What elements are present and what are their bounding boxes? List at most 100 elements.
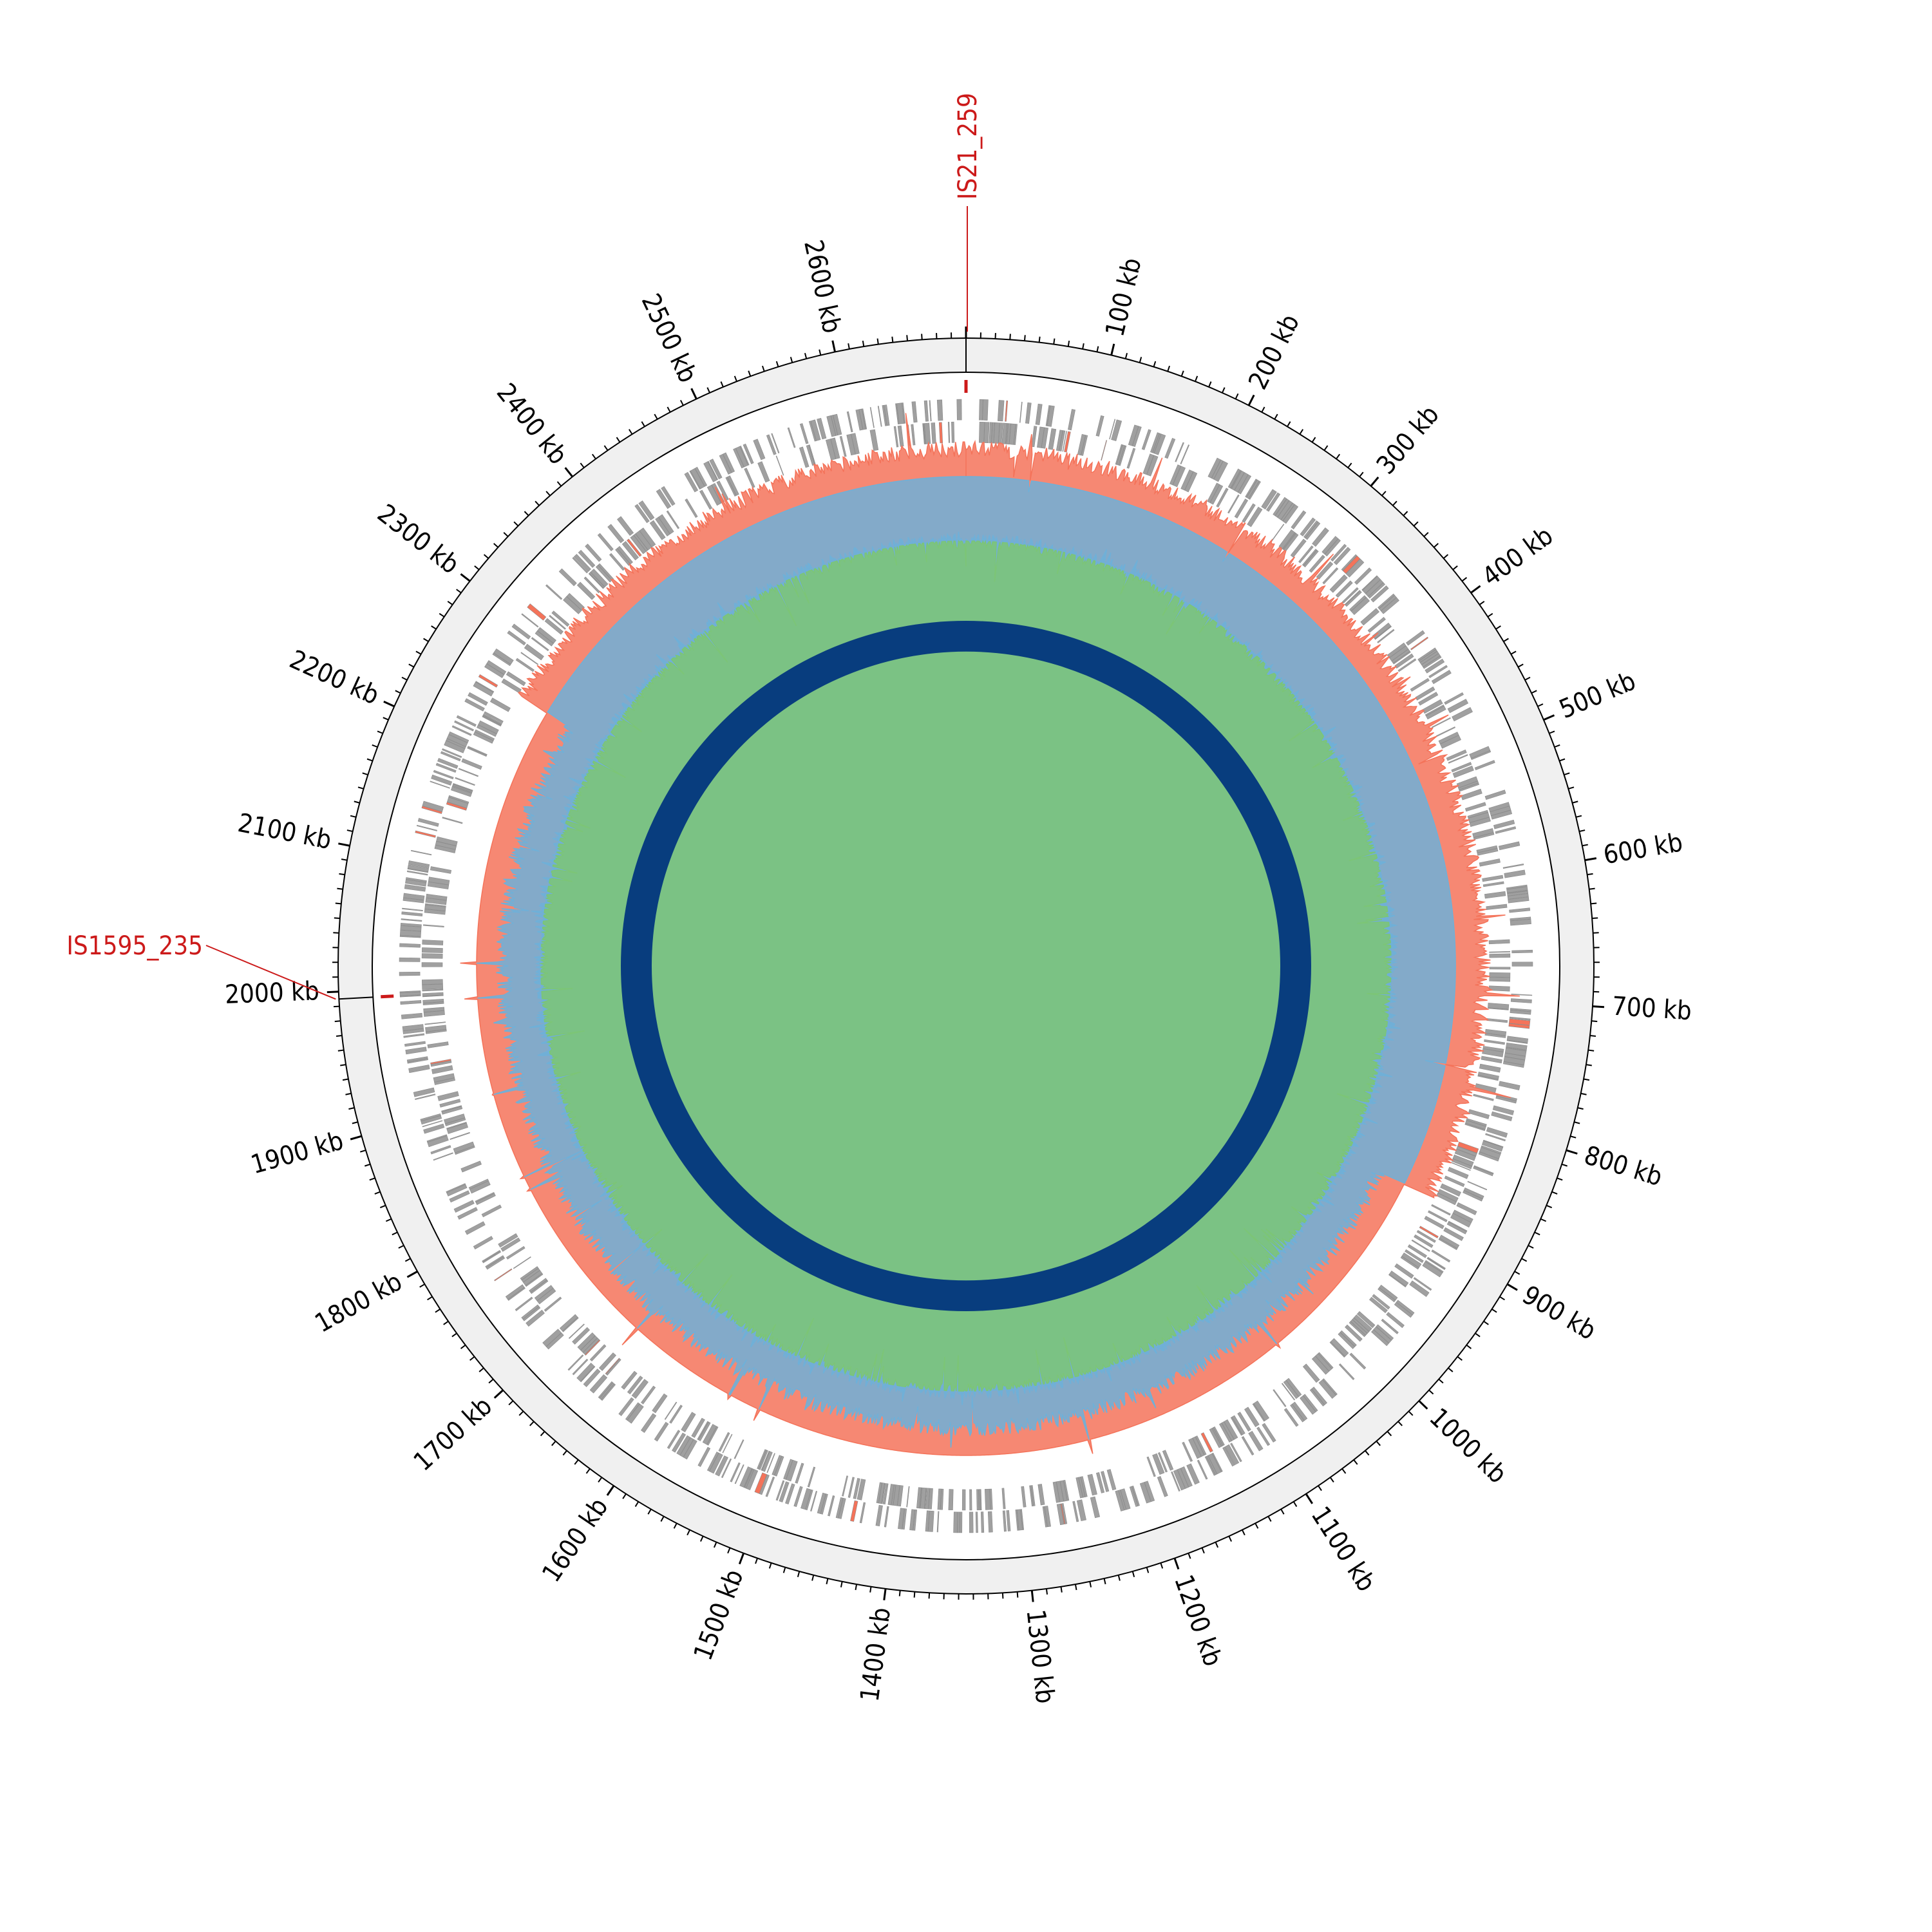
minor-tick xyxy=(1096,346,1099,352)
gene-forward xyxy=(1506,1039,1528,1044)
minor-tick xyxy=(855,1584,858,1591)
minor-tick xyxy=(790,357,793,363)
gene-reverse xyxy=(1350,1319,1368,1336)
gene-reverse xyxy=(617,545,633,565)
minor-tick xyxy=(1443,554,1449,559)
gene-reverse xyxy=(481,1204,502,1218)
minor-tick xyxy=(654,413,658,420)
minor-tick xyxy=(1299,429,1304,435)
gene-reverse xyxy=(424,1021,446,1025)
gene-reverse xyxy=(572,1327,591,1345)
gene-forward xyxy=(430,781,450,789)
marker-dash xyxy=(381,994,394,999)
gene-forward xyxy=(1118,1490,1126,1511)
gene-reverse xyxy=(1459,782,1480,792)
gene-reverse xyxy=(1237,1412,1251,1432)
gene-forward xyxy=(911,401,918,423)
minor-tick xyxy=(1540,1218,1547,1222)
gene-reverse xyxy=(605,1358,621,1376)
gene-reverse xyxy=(706,1426,719,1446)
gene-reverse xyxy=(425,1025,447,1032)
minor-tick xyxy=(408,663,415,668)
gene-forward xyxy=(1090,1496,1101,1519)
minor-tick xyxy=(1499,1296,1505,1301)
gene-forward xyxy=(982,399,989,421)
gene-reverse xyxy=(1488,939,1510,945)
gene-forward xyxy=(478,674,498,688)
gene-forward xyxy=(402,1028,424,1034)
gene-forward xyxy=(1508,896,1530,904)
gene-reverse xyxy=(922,423,925,444)
gene-forward xyxy=(1370,585,1389,603)
gene-forward xyxy=(1481,1145,1502,1155)
gene-forward xyxy=(1322,1378,1338,1396)
gene-reverse xyxy=(722,1434,733,1454)
gene-forward xyxy=(399,994,421,998)
gene-forward xyxy=(828,1495,835,1517)
minor-tick xyxy=(585,1468,591,1474)
gene-reverse xyxy=(1200,1432,1213,1453)
gene-reverse xyxy=(984,1488,991,1510)
gene-reverse xyxy=(1345,591,1362,607)
gene-reverse xyxy=(1048,428,1057,450)
gene-forward xyxy=(759,1474,770,1495)
gene-reverse xyxy=(1329,574,1348,593)
gene-forward xyxy=(407,864,429,873)
gene-reverse xyxy=(869,429,879,451)
gene-forward xyxy=(723,452,735,473)
gene-forward xyxy=(1280,502,1295,522)
gene-reverse xyxy=(1231,1415,1245,1435)
tick-label: 200 kb xyxy=(1243,310,1305,394)
gene-forward xyxy=(440,751,461,762)
gene-reverse xyxy=(940,1488,944,1510)
gene-forward xyxy=(1425,1260,1444,1273)
gene-forward xyxy=(785,1483,795,1505)
gene-reverse xyxy=(595,565,612,583)
minor-tick xyxy=(580,462,585,468)
gene-reverse xyxy=(1353,1314,1372,1332)
gene-forward xyxy=(576,1363,595,1382)
gene-forward xyxy=(884,1506,889,1528)
gene-forward xyxy=(1230,469,1242,489)
gene-forward xyxy=(1479,1147,1501,1159)
gene-reverse xyxy=(423,1007,445,1012)
gene-reverse xyxy=(1209,1428,1222,1448)
major-tick xyxy=(564,467,574,478)
gene-forward xyxy=(895,403,900,424)
gene-forward xyxy=(656,489,672,509)
gene-reverse xyxy=(489,697,511,712)
gene-forward xyxy=(683,1439,697,1460)
gene-forward xyxy=(402,907,423,912)
gene-forward xyxy=(399,991,421,996)
gene-reverse xyxy=(906,1486,910,1508)
gene-forward xyxy=(404,884,426,892)
minor-tick xyxy=(1261,406,1265,413)
gene-forward xyxy=(1368,582,1386,599)
gene-reverse xyxy=(1414,1234,1434,1248)
gene-reverse xyxy=(1052,1481,1060,1503)
gene-reverse xyxy=(1488,1007,1509,1010)
gene-reverse xyxy=(1360,608,1379,626)
gene-forward xyxy=(1452,1209,1473,1223)
gene-forward xyxy=(1444,692,1464,705)
minor-tick xyxy=(385,1218,392,1222)
gene-reverse xyxy=(911,424,916,446)
gene-reverse xyxy=(989,422,993,444)
major-tick xyxy=(493,1389,504,1399)
gene-reverse xyxy=(520,1266,539,1280)
gene-reverse xyxy=(1282,532,1296,550)
gene-reverse xyxy=(1405,1249,1424,1264)
gene-forward xyxy=(743,1468,753,1488)
gene-reverse xyxy=(1394,653,1414,669)
gene-forward xyxy=(1338,1363,1355,1381)
minor-tick xyxy=(423,638,429,643)
backbone-band xyxy=(337,337,1595,1595)
minor-tick xyxy=(488,1378,494,1384)
gene-reverse xyxy=(846,433,856,456)
minor-tick xyxy=(660,1516,665,1522)
tick-label: 1500 kb xyxy=(688,1566,750,1664)
gene-forward xyxy=(405,1046,427,1055)
gene-forward xyxy=(1376,1324,1394,1341)
gene-forward xyxy=(437,757,459,769)
gene-forward xyxy=(1508,1023,1530,1029)
